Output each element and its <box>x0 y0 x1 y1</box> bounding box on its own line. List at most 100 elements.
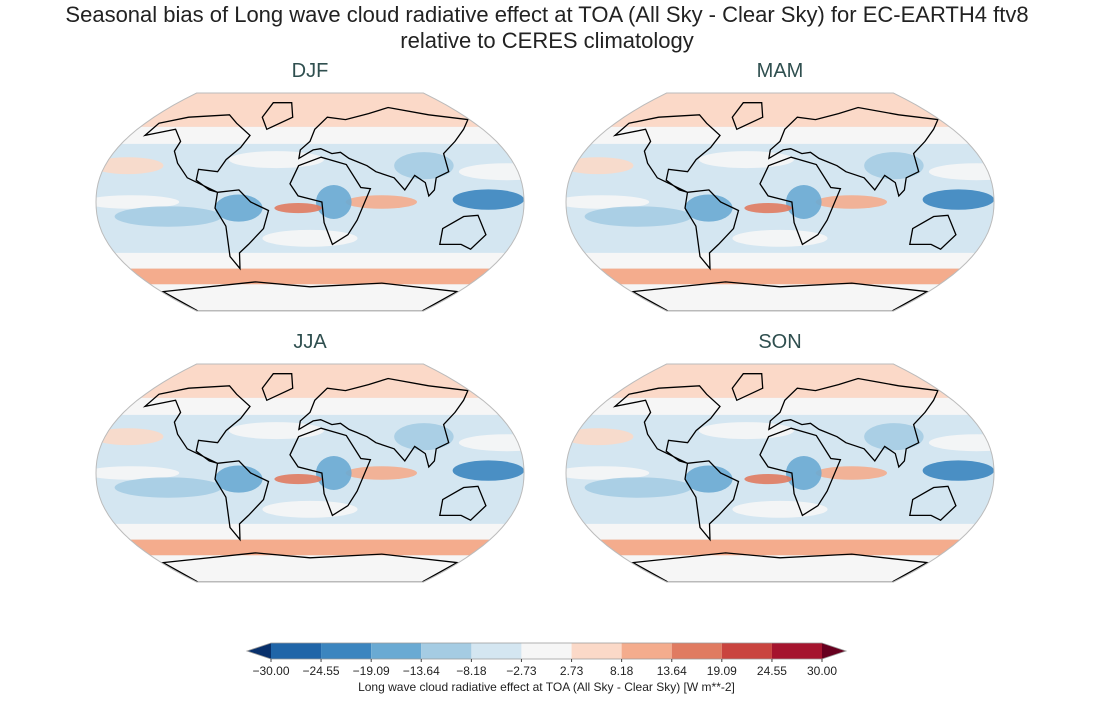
coastline <box>768 377 939 469</box>
coastline <box>261 373 294 402</box>
colorbar-segment <box>721 643 772 659</box>
map-outline <box>565 92 995 312</box>
colorbar-over <box>822 643 846 659</box>
colorbar-tick-label: −24.55 <box>303 664 340 678</box>
coastline <box>214 460 270 542</box>
map-panel <box>96 93 524 311</box>
coastline <box>684 460 740 542</box>
panel-title: MAM <box>757 60 804 82</box>
map-outline <box>565 363 995 583</box>
map-band <box>96 268 524 285</box>
map-band <box>566 539 994 556</box>
colorbar-tick-label: −19.09 <box>353 664 390 678</box>
map-field <box>864 152 924 180</box>
coastline <box>630 552 930 582</box>
map-band <box>96 284 524 311</box>
map-field <box>96 466 180 480</box>
coastline <box>160 552 460 582</box>
coastline <box>298 106 469 198</box>
map-field <box>228 422 324 440</box>
map-field <box>114 477 222 498</box>
map-field <box>345 466 418 480</box>
coastline <box>909 214 957 250</box>
map-field <box>922 189 994 210</box>
map-band <box>566 523 994 540</box>
map-field <box>584 206 692 227</box>
coastline <box>759 156 842 246</box>
coastline <box>759 427 842 517</box>
map-field <box>96 428 164 446</box>
coastline <box>731 373 764 402</box>
map-field <box>698 422 794 440</box>
coastline <box>630 281 930 311</box>
map-field <box>698 151 794 169</box>
map-band <box>96 397 524 415</box>
colorbar-tick-label: 24.55 <box>757 664 787 678</box>
map-field <box>96 195 180 209</box>
colorbar-tick-label: −30.00 <box>252 664 289 678</box>
colorbar-segment <box>271 643 322 659</box>
map-outline <box>95 363 525 583</box>
map-field <box>214 194 263 222</box>
map-field <box>684 465 733 493</box>
map-field <box>458 163 524 181</box>
coastline <box>909 485 957 521</box>
map-field <box>274 473 322 485</box>
map-field <box>214 465 263 493</box>
map-band <box>566 284 994 311</box>
colorbar-segment <box>621 643 672 659</box>
colorbar-tick-label: 8.18 <box>610 664 634 678</box>
coastline <box>298 377 469 469</box>
map-field <box>864 423 924 451</box>
coastline <box>214 189 270 271</box>
colorbar-tick-label: −8.18 <box>456 664 487 678</box>
map-field <box>928 434 994 452</box>
colorbar-tick-label: 13.64 <box>657 664 687 678</box>
map-field <box>732 229 828 247</box>
colorbar-segment <box>671 643 722 659</box>
colorbar-segment <box>371 643 422 659</box>
coastline <box>768 106 939 198</box>
map-field <box>452 460 524 481</box>
map-panel <box>566 364 994 582</box>
coastline <box>612 114 721 193</box>
map-field <box>922 460 994 481</box>
map-field <box>262 229 358 247</box>
map-field <box>584 477 692 498</box>
coastline <box>612 385 721 464</box>
colorbar-segment <box>571 643 622 659</box>
map-band <box>96 523 524 540</box>
map-field <box>566 195 650 209</box>
map-field <box>452 189 524 210</box>
map-field <box>928 163 994 181</box>
coastline <box>142 114 251 193</box>
colorbar-label: Long wave cloud radiative effect at TOA … <box>358 680 735 694</box>
coastline <box>439 214 487 250</box>
colorbar-tick-label: −13.64 <box>403 664 440 678</box>
colorbar-tick-label: 19.09 <box>707 664 737 678</box>
map-band <box>566 93 994 127</box>
map-band <box>566 252 994 269</box>
colorbar-segment <box>321 643 372 659</box>
map-band <box>96 555 524 582</box>
map-field <box>732 500 828 518</box>
map-field <box>684 194 733 222</box>
map-field <box>785 456 822 490</box>
colorbar-tick-label: 30.00 <box>807 664 837 678</box>
colorbar-tick-label: −2.73 <box>506 664 537 678</box>
coastline <box>684 189 740 271</box>
coastline <box>439 485 487 521</box>
map-band <box>566 268 994 285</box>
map-panel <box>96 364 524 582</box>
map-field <box>345 195 418 209</box>
map-field <box>315 456 352 490</box>
colorbar-tick-label: 2.73 <box>560 664 584 678</box>
map-field <box>394 152 454 180</box>
coastline <box>142 385 251 464</box>
colorbar-under <box>247 643 271 659</box>
map-field <box>262 500 358 518</box>
map-field <box>566 466 650 480</box>
map-panel <box>566 93 994 311</box>
coastline <box>261 102 294 131</box>
